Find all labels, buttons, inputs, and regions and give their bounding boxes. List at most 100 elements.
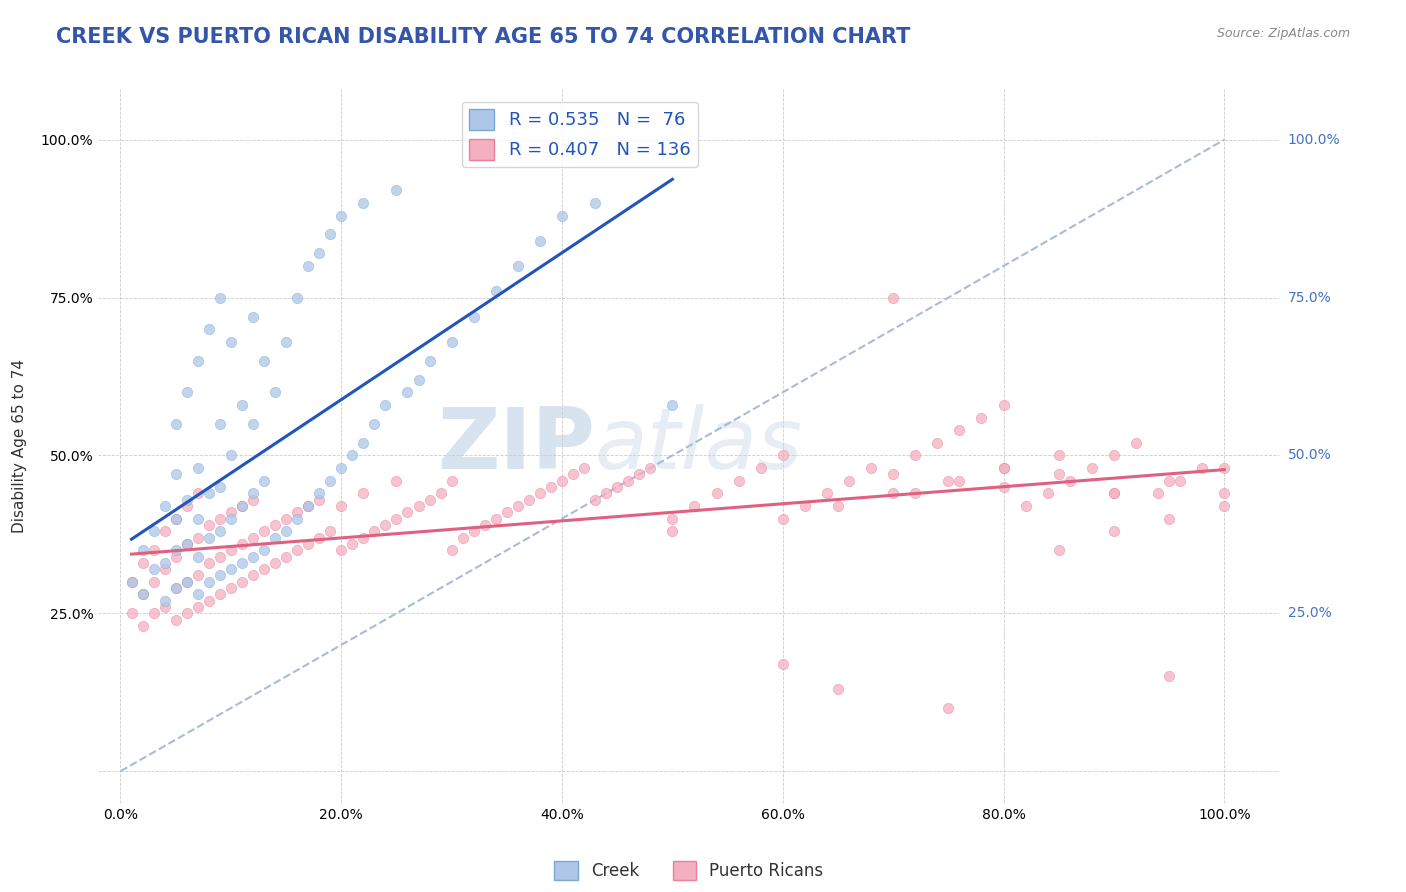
- Point: [904, 449, 927, 463]
- Point: [198, 556, 221, 570]
- Point: [551, 474, 574, 488]
- Point: [285, 511, 308, 525]
- Point: [385, 474, 408, 488]
- Point: [153, 556, 176, 570]
- Point: [342, 449, 364, 463]
- Point: [219, 449, 242, 463]
- Point: [1213, 499, 1236, 513]
- Text: 100.0%: 100.0%: [1288, 133, 1340, 146]
- Point: [595, 486, 617, 500]
- Point: [297, 499, 319, 513]
- Point: [165, 581, 187, 595]
- Point: [1014, 499, 1036, 513]
- Point: [187, 587, 209, 601]
- Text: CREEK VS PUERTO RICAN DISABILITY AGE 65 TO 74 CORRELATION CHART: CREEK VS PUERTO RICAN DISABILITY AGE 65 …: [56, 27, 911, 46]
- Point: [264, 531, 287, 545]
- Point: [440, 334, 463, 349]
- Point: [529, 486, 551, 500]
- Point: [242, 486, 264, 500]
- Point: [352, 531, 374, 545]
- Point: [198, 574, 221, 589]
- Point: [264, 385, 287, 400]
- Point: [993, 398, 1015, 412]
- Point: [308, 531, 330, 545]
- Point: [463, 310, 485, 324]
- Point: [1157, 669, 1180, 683]
- Point: [219, 543, 242, 558]
- Point: [142, 543, 165, 558]
- Point: [219, 562, 242, 576]
- Point: [562, 467, 585, 482]
- Point: [772, 449, 794, 463]
- Point: [319, 474, 342, 488]
- Point: [1147, 486, 1170, 500]
- Point: [131, 587, 153, 601]
- Point: [231, 499, 253, 513]
- Point: [993, 461, 1015, 475]
- Point: [374, 398, 396, 412]
- Point: [165, 417, 187, 431]
- Point: [165, 613, 187, 627]
- Point: [142, 574, 165, 589]
- Point: [297, 499, 319, 513]
- Point: [319, 227, 342, 242]
- Point: [253, 524, 276, 539]
- Text: 75.0%: 75.0%: [1288, 291, 1331, 304]
- Point: [1213, 486, 1236, 500]
- Point: [1191, 461, 1213, 475]
- Point: [131, 556, 153, 570]
- Point: [198, 531, 221, 545]
- Point: [1157, 511, 1180, 525]
- Point: [419, 353, 441, 368]
- Point: [429, 486, 451, 500]
- Point: [385, 511, 408, 525]
- Point: [187, 353, 209, 368]
- Point: [1168, 474, 1191, 488]
- Point: [297, 259, 319, 273]
- Point: [330, 499, 353, 513]
- Point: [165, 511, 187, 525]
- Point: [142, 607, 165, 621]
- Point: [153, 499, 176, 513]
- Point: [264, 556, 287, 570]
- Point: [187, 549, 209, 564]
- Point: [1125, 435, 1147, 450]
- Point: [153, 593, 176, 607]
- Point: [231, 574, 253, 589]
- Point: [838, 474, 860, 488]
- Point: [936, 701, 959, 715]
- Point: [208, 568, 231, 582]
- Point: [463, 524, 485, 539]
- Point: [176, 537, 198, 551]
- Point: [176, 385, 198, 400]
- Y-axis label: Disability Age 65 to 74: Disability Age 65 to 74: [13, 359, 27, 533]
- Point: [187, 531, 209, 545]
- Point: [661, 398, 683, 412]
- Point: [363, 417, 385, 431]
- Point: [242, 568, 264, 582]
- Point: [253, 562, 276, 576]
- Point: [485, 511, 508, 525]
- Point: [308, 492, 330, 507]
- Point: [793, 499, 815, 513]
- Point: [827, 499, 849, 513]
- Point: [330, 209, 353, 223]
- Point: [1102, 486, 1125, 500]
- Point: [1102, 449, 1125, 463]
- Point: [936, 474, 959, 488]
- Point: [253, 353, 276, 368]
- Point: [551, 209, 574, 223]
- Point: [153, 562, 176, 576]
- Point: [165, 467, 187, 482]
- Point: [882, 291, 904, 305]
- Point: [231, 537, 253, 551]
- Point: [208, 480, 231, 494]
- Point: [661, 524, 683, 539]
- Point: [208, 291, 231, 305]
- Point: [993, 480, 1015, 494]
- Point: [1102, 524, 1125, 539]
- Point: [374, 517, 396, 532]
- Point: [583, 195, 606, 210]
- Point: [208, 549, 231, 564]
- Point: [274, 524, 297, 539]
